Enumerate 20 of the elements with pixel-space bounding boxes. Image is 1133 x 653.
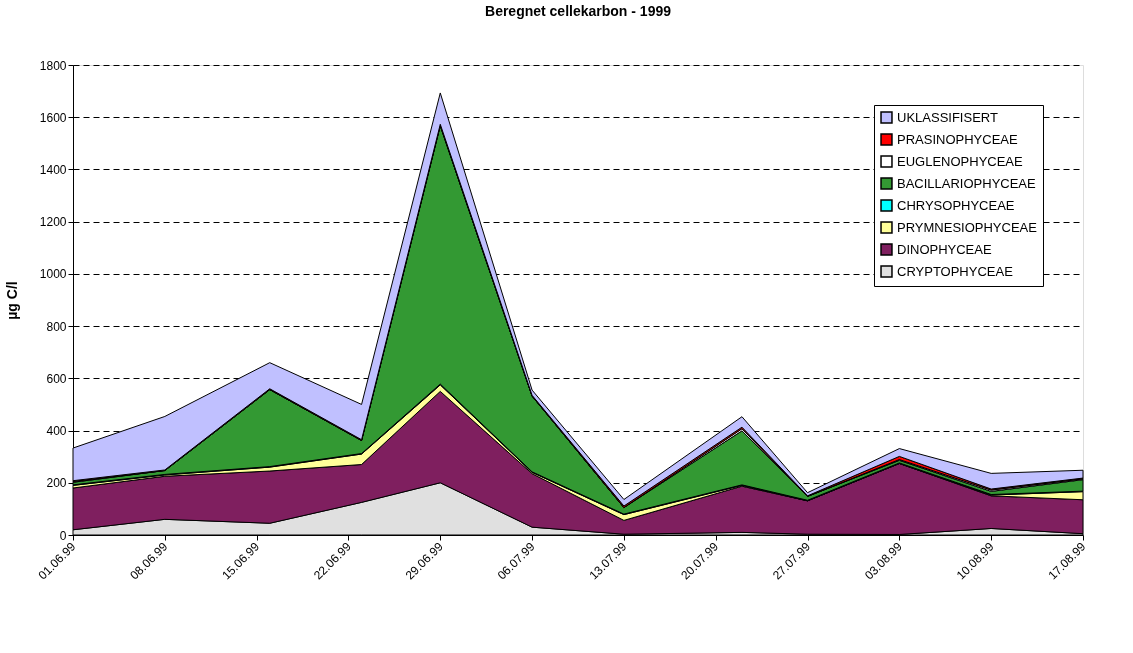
y-tick-label: 1200 — [39, 215, 67, 230]
y-tick-label: 600 — [46, 371, 67, 386]
legend-label: PRASINOPHYCEAE — [897, 131, 1018, 147]
y-tick-label: 200 — [46, 476, 67, 491]
legend-label: CHRYSOPHYCEAE — [897, 197, 1015, 213]
legend-label: PRYMNESIOPHYCEAE — [897, 219, 1038, 235]
chart-title: Beregnet cellekarbon - 1999 — [485, 3, 672, 19]
y-tick-label: 1400 — [39, 162, 67, 177]
y-axis-title: µg C/l — [3, 281, 20, 320]
legend-label: EUGLENOPHYCEAE — [897, 153, 1024, 169]
y-tick-label: 1800 — [39, 58, 67, 73]
legend-label: CRYPTOPHYCEAE — [897, 263, 1014, 279]
legend-label: DINOPHYCEAE — [897, 241, 992, 257]
y-tick-label: 800 — [46, 319, 67, 334]
y-tick-label: 400 — [46, 424, 67, 439]
y-tick-label: 1600 — [39, 110, 67, 125]
y-tick-label: 1000 — [39, 267, 67, 282]
y-tick-label: 0 — [59, 528, 67, 543]
legend-label: BACILLARIOPHYCEAE — [897, 175, 1037, 191]
legend-label: UKLASSIFISERT — [897, 109, 998, 125]
